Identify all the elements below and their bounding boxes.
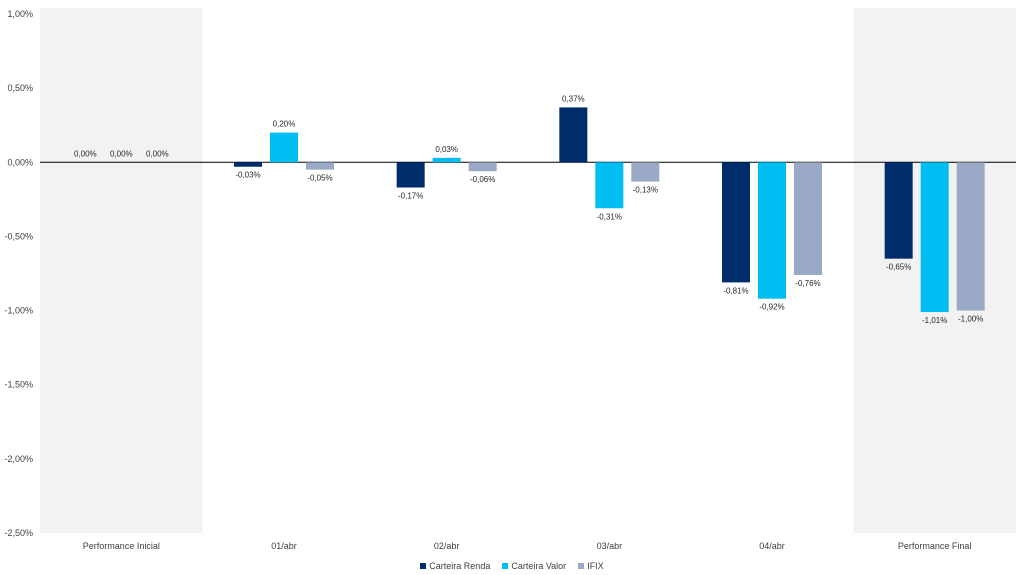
bar-ifix xyxy=(794,162,822,275)
legend-label: Carteira Renda xyxy=(429,561,491,571)
data-label-carteira-valor: -0,92% xyxy=(759,303,784,312)
data-label-ifix: -0,76% xyxy=(795,279,820,288)
data-label-carteira-renda: 0,00% xyxy=(74,149,97,158)
data-label-ifix: -0,05% xyxy=(307,174,332,183)
bar-carteira-renda xyxy=(722,162,750,283)
data-label-ifix: -0,13% xyxy=(633,186,658,195)
category-highlight-performance-inicial xyxy=(40,8,203,533)
data-label-carteira-valor: 0,00% xyxy=(110,149,133,158)
axis-layer: 1,00% 0,50% 0,00% -0,50% -1,00% -1,50% -2,00% -… xyxy=(4,9,1016,551)
y-tick-label: -2,50% xyxy=(4,528,33,538)
data-label-carteira-renda: -0,65% xyxy=(886,263,911,272)
category-highlight-layer xyxy=(40,8,1016,533)
x-category-label: 02/abr xyxy=(434,541,460,551)
x-category-label: Performance Final xyxy=(898,541,972,551)
bar-ifix xyxy=(956,162,985,311)
data-label-ifix: 0,00% xyxy=(146,149,169,158)
bar-ifix xyxy=(468,162,497,172)
bars-layer xyxy=(234,107,985,313)
bar-carteira-valor xyxy=(758,162,786,299)
bar-ifix xyxy=(306,162,334,170)
data-label-ifix: -1,00% xyxy=(958,315,983,324)
data-labels-layer: 0,00% 0,00% 0,00% -0,03% 0,20% -0,05% -0,17% 0,… xyxy=(74,94,983,325)
bar-carteira-renda xyxy=(396,162,425,188)
legend-label: IFIX xyxy=(587,561,604,571)
y-tick-label: -2,00% xyxy=(4,454,33,464)
data-label-carteira-valor: 0,20% xyxy=(273,120,296,129)
legend-swatch xyxy=(502,563,509,569)
y-tick-label: -0,50% xyxy=(4,231,33,241)
bar-carteira-valor xyxy=(270,132,298,163)
data-label-carteira-valor: -1,01% xyxy=(922,316,947,325)
legend-item-carteira-renda: Carteira Renda xyxy=(420,561,490,571)
legend-swatch xyxy=(420,563,427,569)
bar-ifix xyxy=(631,162,660,182)
chart-legend: Carteira Renda Carteira Valor IFIX xyxy=(0,561,1024,571)
y-tick-label: -1,00% xyxy=(4,306,33,316)
data-label-carteira-renda: -0,81% xyxy=(723,286,748,295)
data-label-carteira-renda: -0,17% xyxy=(398,191,423,200)
data-label-ifix: -0,06% xyxy=(470,175,495,184)
bar-carteira-renda xyxy=(559,107,588,163)
bar-carteira-renda xyxy=(884,162,913,259)
data-label-carteira-valor: -0,31% xyxy=(597,212,622,221)
x-category-label: 01/abr xyxy=(271,541,297,551)
data-label-carteira-renda: -0,03% xyxy=(235,171,260,180)
bar-carteira-valor xyxy=(920,162,949,313)
y-tick-label: -1,50% xyxy=(4,380,33,390)
data-label-carteira-valor: 0,03% xyxy=(435,145,458,154)
x-category-label: 03/abr xyxy=(597,541,623,551)
legend-item-ifix: IFIX xyxy=(578,561,604,571)
y-tick-label: 1,00% xyxy=(7,9,33,19)
legend-label: Carteira Valor xyxy=(511,561,567,571)
data-label-carteira-renda: 0,37% xyxy=(562,94,585,103)
legend-swatch xyxy=(578,563,585,569)
x-category-label: 04/abr xyxy=(759,541,785,551)
bar-carteira-renda xyxy=(234,162,262,167)
y-tick-label: 0,00% xyxy=(7,157,33,167)
bar-carteira-valor xyxy=(432,157,461,163)
legend-item-carteira-valor: Carteira Valor xyxy=(502,561,566,571)
bar-carteira-valor xyxy=(595,162,624,209)
x-category-label: Performance Inicial xyxy=(83,541,160,551)
y-tick-label: 0,50% xyxy=(7,83,33,93)
